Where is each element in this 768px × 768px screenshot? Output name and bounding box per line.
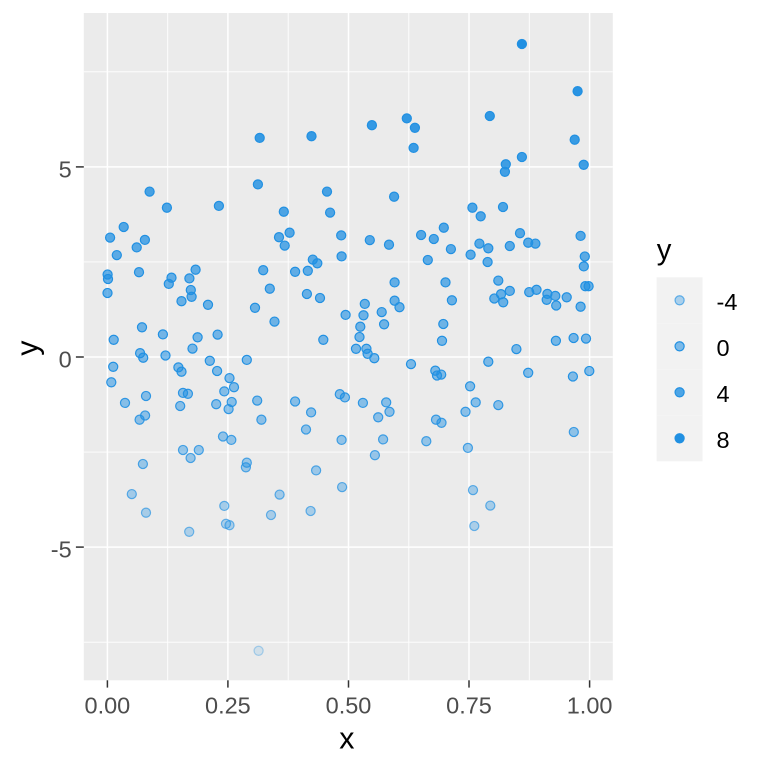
svg-text:y: y: [11, 340, 45, 356]
svg-text:0.00: 0.00: [85, 693, 131, 719]
svg-text:0: 0: [59, 347, 72, 373]
svg-text:y: y: [657, 234, 672, 267]
svg-text:5: 5: [59, 156, 72, 182]
svg-text:0.50: 0.50: [326, 693, 372, 719]
svg-text:8: 8: [717, 427, 730, 453]
svg-text:-5: -5: [51, 537, 72, 563]
svg-text:-4: -4: [717, 289, 738, 315]
svg-text:0.75: 0.75: [446, 693, 492, 719]
svg-text:4: 4: [717, 381, 730, 407]
svg-text:1.00: 1.00: [567, 693, 613, 719]
svg-text:0.25: 0.25: [205, 693, 251, 719]
svg-text:x: x: [339, 721, 354, 755]
svg-text:0: 0: [717, 335, 730, 361]
